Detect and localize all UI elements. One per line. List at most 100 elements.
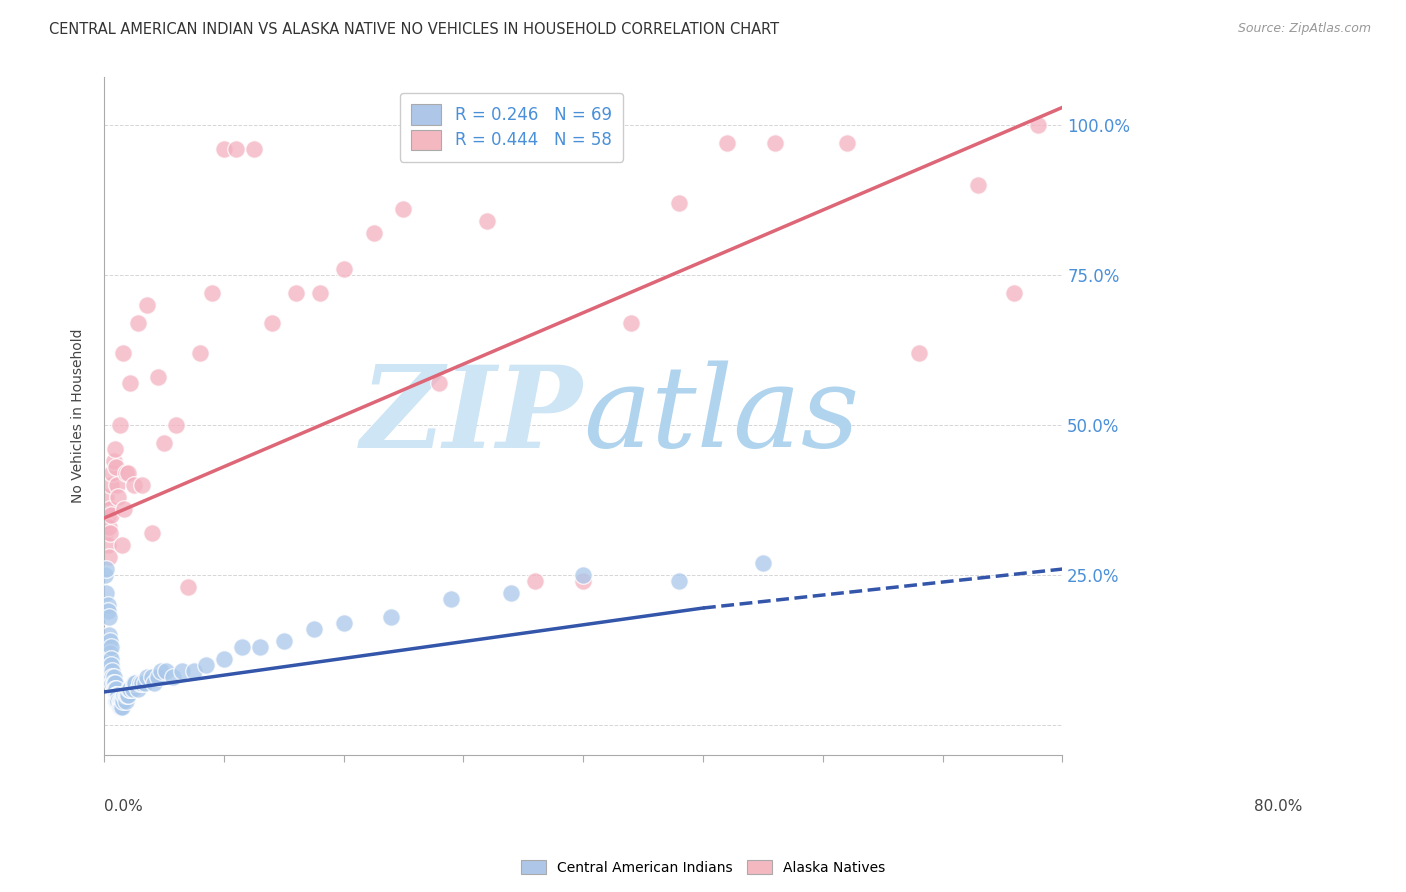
Point <box>141 526 163 541</box>
Point <box>122 478 145 492</box>
Point <box>429 376 451 391</box>
Point <box>763 136 786 151</box>
Point <box>260 316 283 330</box>
Point <box>121 681 143 696</box>
Point <box>136 670 159 684</box>
Point <box>101 664 124 678</box>
Point <box>112 346 135 360</box>
Point <box>94 568 117 582</box>
Point <box>162 670 184 684</box>
Point <box>107 688 129 702</box>
Point <box>100 640 122 654</box>
Point <box>96 514 118 528</box>
Point <box>153 436 176 450</box>
Point <box>284 286 307 301</box>
Point <box>112 502 135 516</box>
Point <box>212 652 235 666</box>
Point <box>124 676 146 690</box>
Point <box>107 694 129 708</box>
Point <box>103 670 125 684</box>
Point <box>115 688 138 702</box>
Point <box>188 346 211 360</box>
Point <box>108 700 131 714</box>
Point <box>332 262 354 277</box>
Point <box>97 598 120 612</box>
Point <box>231 640 253 654</box>
Point <box>100 508 122 522</box>
Point <box>155 664 177 678</box>
Point <box>118 681 141 696</box>
Point <box>96 586 118 600</box>
Point <box>170 664 193 678</box>
Point <box>907 346 929 360</box>
Point <box>101 670 124 684</box>
Point <box>572 568 595 582</box>
Point <box>101 676 124 690</box>
Point <box>98 634 121 648</box>
Point <box>668 574 690 588</box>
Point <box>97 610 120 624</box>
Point <box>97 520 120 534</box>
Point <box>501 586 523 600</box>
Point <box>104 694 127 708</box>
Point <box>98 646 121 660</box>
Point <box>104 460 127 475</box>
Point <box>572 574 595 588</box>
Text: CENTRAL AMERICAN INDIAN VS ALASKA NATIVE NO VEHICLES IN HOUSEHOLD CORRELATION CH: CENTRAL AMERICAN INDIAN VS ALASKA NATIVE… <box>49 22 779 37</box>
Point <box>273 634 295 648</box>
Point <box>131 478 153 492</box>
Point <box>108 418 131 433</box>
Point <box>97 604 120 618</box>
Point <box>249 640 271 654</box>
Point <box>129 676 152 690</box>
Text: atlas: atlas <box>583 361 859 472</box>
Point <box>114 688 136 702</box>
Point <box>117 466 139 480</box>
Text: 80.0%: 80.0% <box>1254 799 1302 814</box>
Point <box>94 502 117 516</box>
Point <box>194 657 217 672</box>
Point <box>127 316 149 330</box>
Point <box>105 478 128 492</box>
Legend: R = 0.246   N = 69, R = 0.444   N = 58: R = 0.246 N = 69, R = 0.444 N = 58 <box>399 93 623 161</box>
Text: ZIP: ZIP <box>361 360 583 472</box>
Point <box>141 670 163 684</box>
Point <box>107 490 129 504</box>
Point <box>620 316 643 330</box>
Point <box>110 694 132 708</box>
Point <box>1028 119 1050 133</box>
Point <box>97 550 120 565</box>
Point <box>440 592 463 607</box>
Point <box>94 526 117 541</box>
Point <box>716 136 738 151</box>
Text: 0.0%: 0.0% <box>104 799 143 814</box>
Point <box>100 478 122 492</box>
Point <box>201 286 224 301</box>
Point <box>96 490 118 504</box>
Point <box>120 376 142 391</box>
Point <box>104 442 127 457</box>
Point <box>225 142 247 156</box>
Point <box>392 202 415 217</box>
Point <box>752 556 775 570</box>
Point <box>150 664 173 678</box>
Point <box>111 700 134 714</box>
Point <box>98 526 121 541</box>
Point <box>105 694 128 708</box>
Point <box>136 298 159 312</box>
Point <box>524 574 547 588</box>
Point <box>134 676 156 690</box>
Point <box>97 508 120 522</box>
Point <box>112 688 135 702</box>
Point <box>104 676 127 690</box>
Point <box>212 142 235 156</box>
Point <box>122 676 145 690</box>
Point <box>477 214 499 228</box>
Point <box>143 676 166 690</box>
Point <box>127 681 149 696</box>
Point <box>104 681 127 696</box>
Point <box>97 628 120 642</box>
Point <box>100 652 122 666</box>
Point <box>104 681 127 696</box>
Point <box>104 688 127 702</box>
